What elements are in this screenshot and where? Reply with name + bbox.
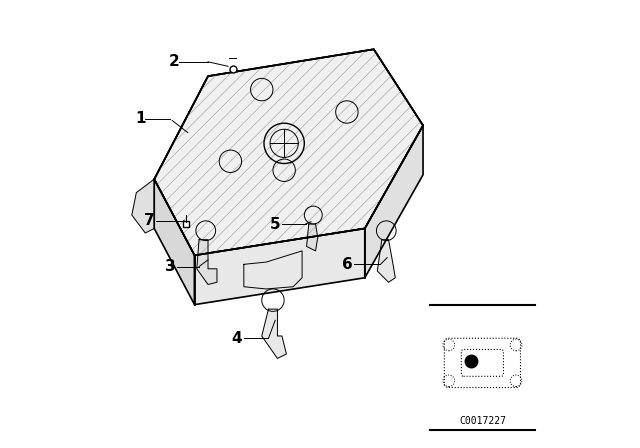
- Polygon shape: [307, 224, 317, 251]
- Text: 7: 7: [145, 213, 155, 228]
- Polygon shape: [154, 49, 423, 255]
- Polygon shape: [378, 240, 396, 282]
- Polygon shape: [365, 125, 423, 278]
- Text: 2: 2: [169, 54, 180, 69]
- Polygon shape: [262, 309, 287, 358]
- Text: 3: 3: [164, 259, 175, 274]
- Polygon shape: [154, 179, 195, 305]
- Polygon shape: [195, 228, 365, 305]
- Text: 1: 1: [136, 111, 146, 126]
- Polygon shape: [197, 240, 217, 284]
- Text: 5: 5: [270, 216, 280, 232]
- Polygon shape: [154, 49, 423, 255]
- Polygon shape: [244, 251, 302, 289]
- Text: 6: 6: [342, 257, 352, 272]
- Text: C0017227: C0017227: [459, 416, 506, 426]
- Text: 4: 4: [232, 331, 243, 346]
- Polygon shape: [132, 179, 154, 233]
